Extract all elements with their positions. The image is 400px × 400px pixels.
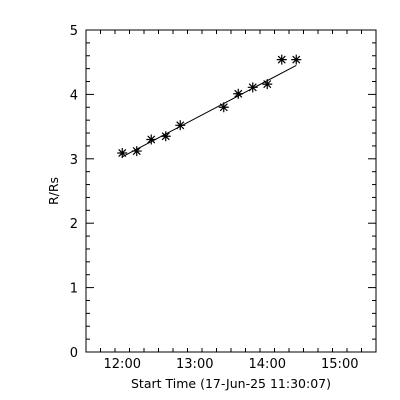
x-tick-label: 12:00 [104,357,141,372]
y-axis-label: R/Rs [46,177,61,205]
y-tick-label: 2 [70,217,78,232]
y-tick-label: 0 [70,346,78,361]
data-point [117,148,128,159]
data-point [218,102,229,113]
data-points [117,54,302,159]
data-point [291,54,302,65]
data-point [276,54,287,65]
data-point [262,79,273,90]
data-point [247,82,258,93]
x-axis: 12:00 13:00 14:00 15:00 [85,30,377,372]
plot-frame [85,29,377,353]
data-point [160,131,171,142]
data-point [131,146,142,157]
y-tick-label: 4 [70,88,78,103]
y-tick-label: 5 [70,24,78,39]
y-tick-label: 3 [70,153,78,168]
y-axis: 0 1 2 3 4 5 [70,24,376,361]
x-tick-label: 14:00 [249,357,286,372]
data-point [175,120,186,131]
y-tick-label: 1 [70,282,78,297]
data-point [146,134,157,145]
x-axis-label: Start Time (17-Jun-25 11:30:07) [131,376,331,391]
data-point [233,88,244,99]
x-tick-label: 13:00 [176,357,213,372]
x-tick-label: 15:00 [321,357,358,372]
